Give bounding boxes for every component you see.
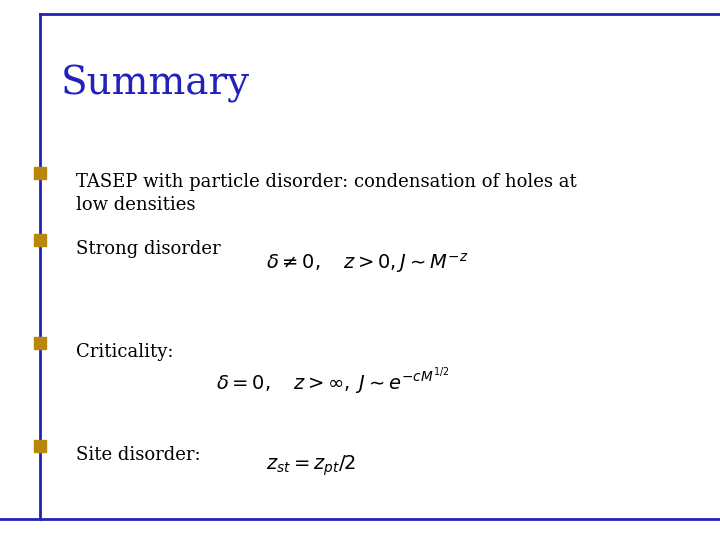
Text: Criticality:: Criticality:: [76, 343, 173, 361]
Text: $\delta \neq 0, \quad z > 0, J \sim M^{-z}$: $\delta \neq 0, \quad z > 0, J \sim M^{-…: [266, 251, 469, 275]
Text: Site disorder:: Site disorder:: [76, 446, 200, 463]
Text: Strong disorder: Strong disorder: [76, 240, 220, 258]
Text: $\delta = 0, \quad z > \infty, \; J \sim e^{-cM^{1/2}}$: $\delta = 0, \quad z > \infty, \; J \sim…: [216, 367, 449, 397]
Text: $z_{st} = z_{pt} / 2$: $z_{st} = z_{pt} / 2$: [266, 454, 356, 478]
Text: TASEP with particle disorder: condensation of holes at
low densities: TASEP with particle disorder: condensati…: [76, 173, 576, 214]
Text: Summary: Summary: [61, 65, 251, 103]
